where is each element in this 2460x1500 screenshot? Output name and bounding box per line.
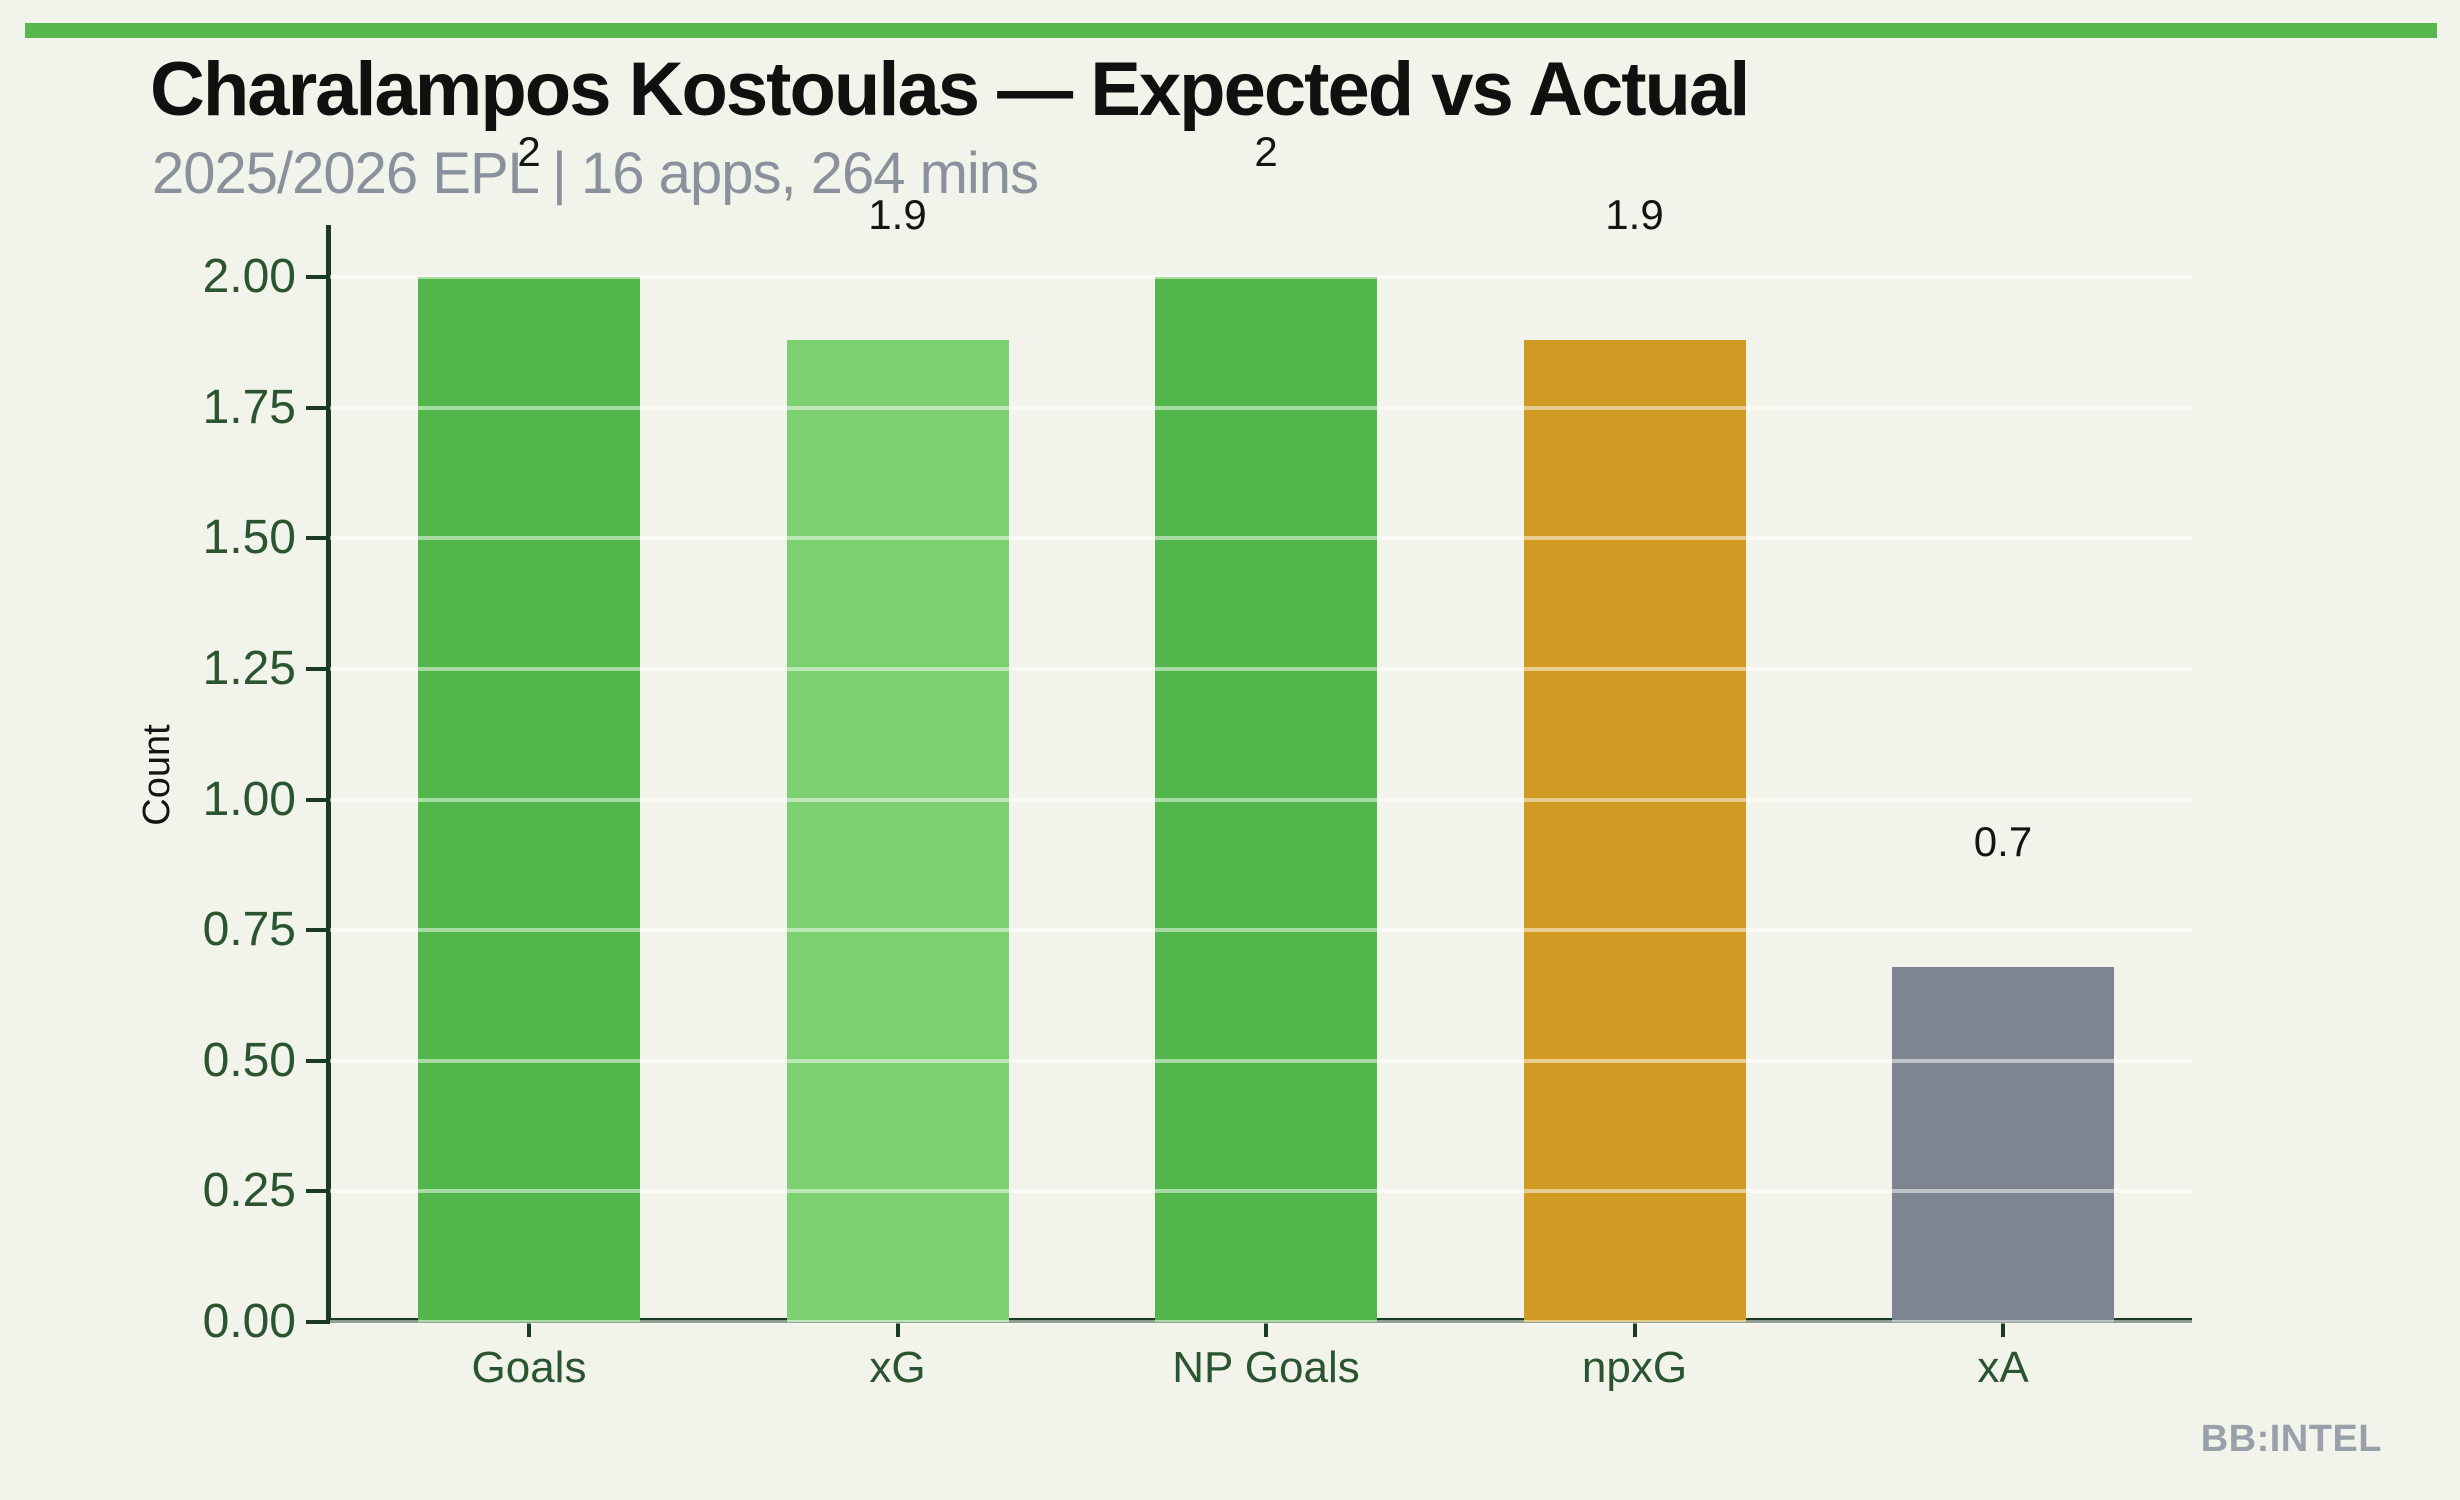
y-tick-mark [306,275,330,280]
bar-xa [1892,966,2114,1322]
bar-value-xg: 1.9 [868,190,927,238]
bar-npxg [1523,339,1746,1322]
y-tick-label: 0.25 [202,1164,296,1218]
y-tick-mark [306,405,330,410]
bars-layer [330,225,2192,1322]
bar-goals [418,277,640,1322]
y-tick-mark [306,928,330,933]
watermark: BB:INTEL [2200,1418,2382,1460]
y-tick-mark [306,667,330,672]
y-tick-label: 2.00 [202,250,296,304]
y-tick-mark [306,536,330,541]
x-tick-mark [527,1322,531,1337]
y-tick-mark [306,1320,330,1324]
bar-xg [786,339,1009,1322]
bar-value-xa: 0.7 [1973,817,2033,865]
x-tick-mark [1632,1322,1637,1337]
y-tick-label: 1.75 [202,380,296,434]
y-tick-label: 1.50 [202,511,296,565]
bar-np-goals [1155,277,1377,1322]
bar-value-npxg: 1.9 [1605,190,1664,238]
y-tick-mark [306,1058,330,1063]
chart-title: Charalampos Kostoulas — Expected vs Actu… [150,47,1750,132]
y-tick-mark [306,797,330,802]
x-tick-label-npxg: npxG [1581,1343,1688,1392]
plot-area [330,225,2192,1324]
y-tick-label: 0.75 [202,903,296,957]
bar-value-goals: 2 [517,128,541,176]
bar-value-np-goals: 2 [1254,128,1278,176]
y-tick-label: 1.25 [202,642,296,696]
chart-subtitle: 2025/2026 EPL | 16 apps, 264 mins [152,141,1039,206]
x-tick-label-xg: xG [869,1343,926,1392]
y-tick-label: 1.00 [202,772,296,826]
y-axis-spine [326,225,331,1322]
y-tick-mark [306,1189,330,1194]
x-tick-mark [895,1322,900,1337]
top-accent-bar [25,23,2437,38]
x-tick-label-goals: Goals [471,1343,587,1392]
x-tick-label-xa: xA [1977,1343,2029,1392]
x-tick-label-np-goals: NP Goals [1172,1343,1360,1392]
y-tick-label: 0.50 [202,1033,296,1087]
x-tick-mark [2001,1322,2005,1337]
x-tick-mark [1264,1322,1268,1337]
y-tick-label: 0.00 [202,1295,296,1348]
